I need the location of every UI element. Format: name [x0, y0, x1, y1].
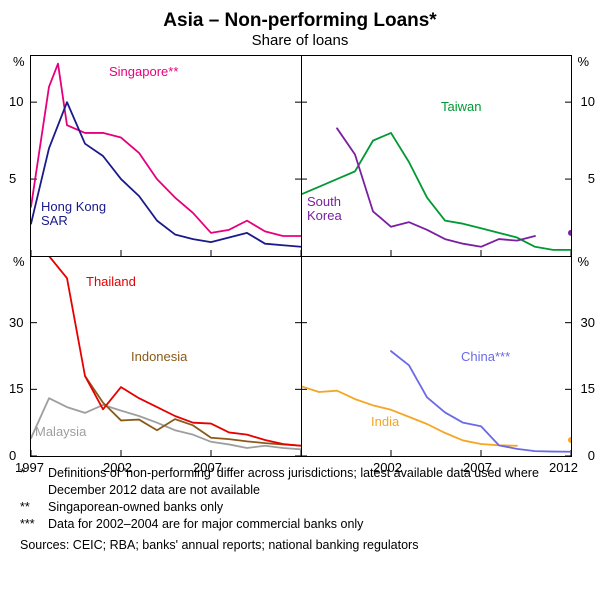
svg-text:Thailand: Thailand	[86, 274, 136, 289]
npl-chart: Asia – Non-performing Loans* Share of lo…	[10, 10, 590, 553]
svg-text:Singapore**: Singapore**	[109, 64, 178, 79]
fn-sym-2: ***	[20, 516, 48, 533]
panel-bottom-right: China*** India	[301, 256, 571, 456]
sources-line: Sources: CEIC; RBA; banks' annual report…	[20, 537, 590, 554]
svg-text:China***: China***	[461, 349, 510, 364]
panel-bottom-left: Thailand Indonesia Malaysia	[31, 256, 301, 456]
svg-text:Hong Kong: Hong Kong	[41, 199, 106, 214]
svg-text:India: India	[371, 414, 400, 429]
panel-top-right: Taiwan SouthKorea	[301, 56, 571, 256]
plot-grid: % % % % Singapore**Hong KongSAR TaiwanSo…	[30, 55, 572, 457]
panel-top-left: Singapore** Hong KongSAR	[31, 56, 301, 256]
svg-text:Indonesia: Indonesia	[131, 349, 188, 364]
svg-text:Korea: Korea	[307, 208, 342, 223]
horizontal-divider	[31, 256, 571, 257]
svg-text:Malaysia: Malaysia	[35, 424, 87, 439]
fn-text-1: Singaporean-owned banks only	[48, 499, 223, 516]
svg-text:South: South	[307, 194, 341, 209]
y-unit-bot-right: %	[577, 254, 589, 269]
svg-text:SAR: SAR	[41, 213, 68, 228]
y-unit-top-left: %	[13, 54, 25, 69]
fn-sym-1: **	[20, 499, 48, 516]
y-unit-top-right: %	[577, 54, 589, 69]
y-unit-bot-left: %	[13, 254, 25, 269]
chart-subtitle: Share of loans	[10, 32, 590, 49]
footnotes: *Definitions of 'non-performing' differ …	[20, 465, 590, 553]
fn-text-2: Data for 2002–2004 are for major commerc…	[48, 516, 363, 533]
svg-text:Taiwan: Taiwan	[441, 99, 481, 114]
chart-title: Asia – Non-performing Loans*	[10, 10, 590, 32]
